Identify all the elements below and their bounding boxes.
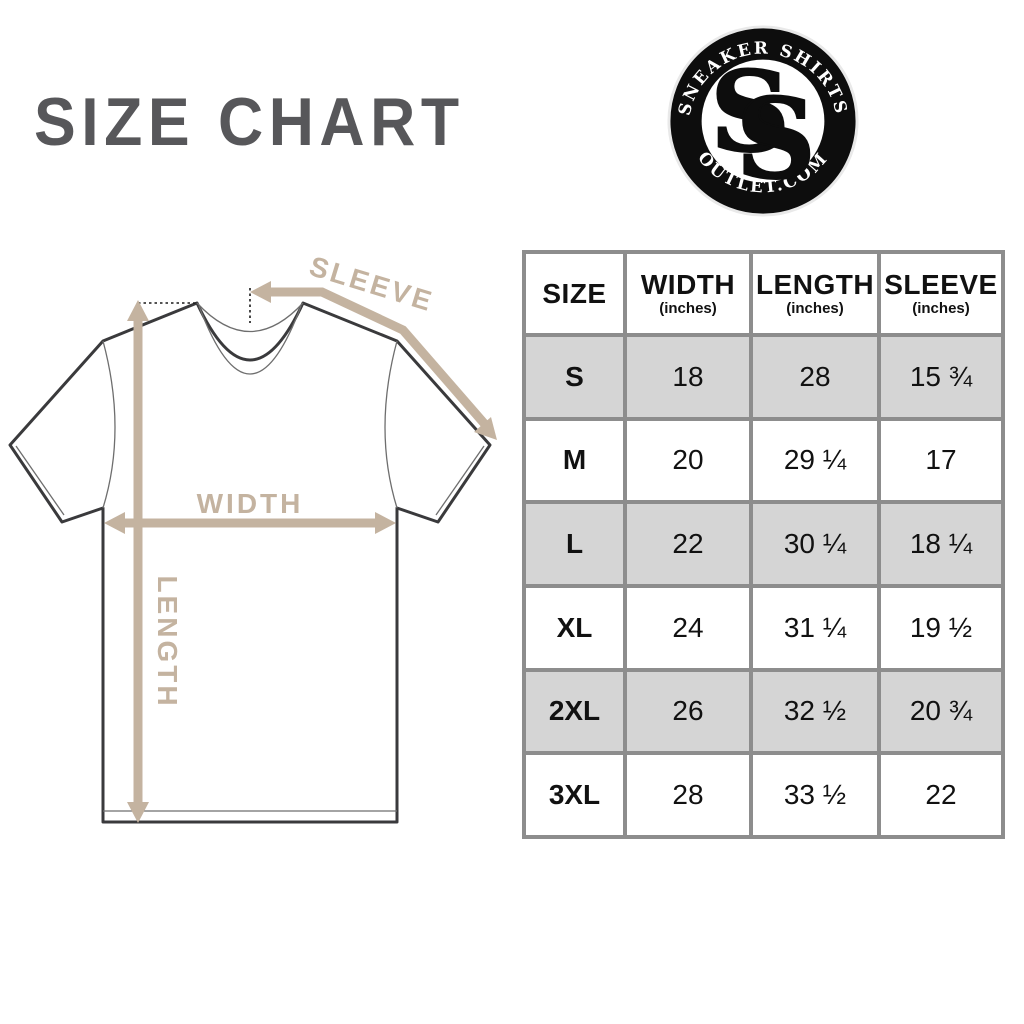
left-cuff-seam [15,445,65,516]
sleeve-cell-s: 15 ¾ [881,337,1001,417]
length-cell-xl: 31 ¼ [753,587,877,668]
col-header-width: WIDTH (inches) [627,254,749,333]
width-label: WIDTH [197,488,304,519]
length-cell-m: 29 ¼ [753,420,877,501]
sleeve-cell-3xl: 22 [881,755,1001,835]
sleeve-label: SLEEVE [306,255,438,318]
tshirt-body-outline [8,301,492,824]
size-cell-l: L [526,504,623,584]
width-cell-3xl: 28 [627,755,749,835]
collar-band-seam [198,305,302,375]
length-cell-2xl: 32 ½ [753,671,877,752]
width-arrow [104,512,396,534]
size-cell-xl: XL [526,587,623,668]
width-cell-xl: 24 [627,587,749,668]
length-arrow [127,300,149,823]
length-cell-l: 30 ¼ [753,504,877,584]
guide-dotted-lines [138,288,251,323]
size-cell-2xl: 2XL [526,671,623,752]
width-cell-s: 18 [627,337,749,417]
size-cell-s: S [526,337,623,417]
col-header-sleeve: SLEEVE (inches) [881,254,1001,333]
right-cuff-seam [435,445,485,516]
tshirt-measurement-diagram: WIDTH LENGTH SLEEVE [8,255,497,824]
length-cell-s: 28 [753,337,877,417]
sleeve-cell-m: 17 [881,420,1001,501]
logo-monogram-s1: S [710,48,790,178]
tshirt-outline [8,301,492,824]
sleeve-cell-xl: 19 ½ [881,587,1001,668]
length-cell-3xl: 33 ½ [753,755,877,835]
length-label: LENGTH [152,575,183,708]
sleeve-arrow [250,281,497,440]
size-cell-m: M [526,420,623,501]
size-cell-3xl: 3XL [526,755,623,835]
col-header-size: SIZE [526,254,623,333]
logo-monogram-s2: S [736,74,816,204]
right-sleeve-seam [384,340,398,509]
logo-inner-circle [701,59,825,183]
sleeve-cell-l: 18 ¼ [881,504,1001,584]
width-cell-2xl: 26 [627,671,749,752]
collar-back-seam [196,302,304,333]
page-title: SIZE CHART [34,84,465,160]
left-sleeve-seam [102,340,116,509]
size-table: SIZE WIDTH (inches) LENGTH (inches) SLEE… [522,250,1005,839]
sleeve-cell-2xl: 20 ¾ [881,671,1001,752]
width-cell-m: 20 [627,420,749,501]
brand-logo-icon: SNEAKER SHIRTS OUTLET.COM S S [667,25,859,217]
width-cell-l: 22 [627,504,749,584]
col-header-length: LENGTH (inches) [753,254,877,333]
